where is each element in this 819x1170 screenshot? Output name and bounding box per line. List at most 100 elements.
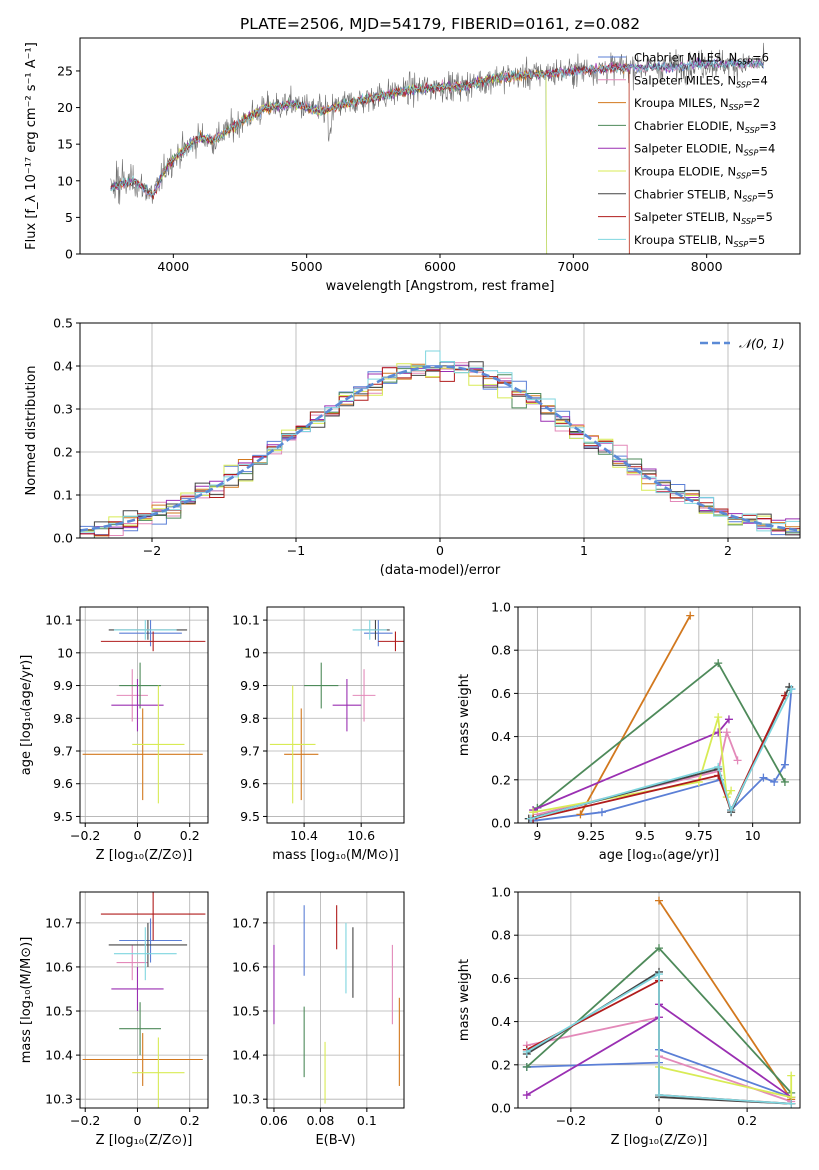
weight-point-8: [787, 685, 796, 694]
legend-model-name: Kroupa MILES: [634, 96, 713, 110]
y-tick-label: 9.9: [240, 678, 260, 693]
legend-nssp-eq: =: [758, 142, 768, 156]
x-axis-label: Z [log₁₀(Z/Z⊙)]: [96, 1133, 193, 1148]
model-spectrum-line-3: [110, 69, 548, 254]
legend-nssp-value: 5: [758, 233, 765, 247]
legend-label: Salpeter STELIB, NSSP=5: [634, 210, 773, 226]
legend-nssp-eq: =: [752, 51, 762, 65]
legend-nssp-prefix: , N: [713, 96, 729, 110]
y-axis-label: age [log₁₀(age/yr)]: [19, 655, 34, 776]
legend-nssp-prefix: , N: [720, 165, 736, 179]
legend-nssp-subscript: SSP: [737, 58, 752, 67]
y-tick-label: 10: [244, 645, 260, 660]
legend-nssp-eq: =: [756, 210, 766, 224]
legend-model-name: Kroupa ELODIE: [634, 165, 720, 179]
legend-nssp-eq: =: [757, 187, 767, 201]
weight-line-0: [532, 689, 793, 822]
legend-nssp-value: 3: [769, 119, 776, 133]
legend-nssp-prefix: , N: [726, 187, 742, 201]
y-tick-label: 9.8: [53, 711, 73, 726]
x-tick-label: −0.2: [70, 1113, 100, 1128]
y-tick-label: 0.2: [491, 772, 511, 787]
legend-model-name: Salpeter ELODIE: [634, 142, 728, 156]
x-axis-label: mass [log₁₀(M/M⊙)]: [272, 848, 399, 863]
weight-line-2: [658, 900, 792, 1100]
model-spectrum-line-7: [110, 62, 630, 254]
legend-label: Chabrier STELIB, NSSP=5: [634, 187, 774, 203]
x-tick-label: 0: [436, 543, 444, 558]
legend-nssp-prefix: , N: [728, 142, 744, 156]
weight-point-8: [655, 970, 663, 979]
legend-nssp-subscript: SSP: [741, 217, 756, 226]
legend-nssp-value: 5: [765, 210, 772, 224]
y-tick-label: 10.3: [232, 1092, 260, 1107]
axes-frame: [79, 606, 209, 824]
x-tick-label: 0: [655, 1113, 663, 1128]
age-vs-metallicity-panel: −0.2 0 0.2 9.5 9.6 9.7 9.8 9.9 10 10.1 Z [log₁₀(Z/…: [19, 606, 209, 863]
x-tick-label: 5000: [291, 259, 323, 274]
y-tick-label: 0.8: [491, 643, 511, 658]
weight-point-8: [526, 814, 535, 823]
y-tick-label: 10.7: [232, 915, 260, 930]
legend-nssp-subscript: SSP: [744, 149, 759, 158]
weight-point-4: [724, 715, 733, 724]
spectrum-lines: [110, 42, 765, 254]
x-tick-label: 8000: [691, 259, 723, 274]
y-tick-label: 0.2: [53, 445, 73, 460]
x-tick-label: −1: [287, 543, 305, 558]
legend-nssp-eq: =: [760, 119, 770, 133]
y-tick-label: 9.7: [240, 744, 260, 759]
x-axis-label: E(B-V): [315, 1133, 355, 1148]
x-tick-label: 1: [580, 543, 588, 558]
legend-nssp-subscript: SSP: [736, 172, 751, 181]
weight-point-8: [787, 1099, 796, 1108]
y-tick-label: 25: [57, 63, 73, 78]
weight-point-8: [522, 1047, 531, 1056]
axes-frame: [517, 606, 801, 824]
y-axis-label: mass [log₁₀(M/M⊙)]: [19, 937, 34, 1064]
legend-nssp-eq: =: [743, 96, 753, 110]
model-spectrum-line-2: [110, 63, 630, 254]
x-tick-label: 0.2: [737, 1113, 757, 1128]
x-axis-label: age [log₁₀(age/yr)]: [599, 848, 720, 863]
legend-nssp-value: 2: [753, 96, 760, 110]
weight-point-0: [597, 808, 606, 817]
x-tick-label: 9: [533, 828, 541, 843]
y-tick-label: 10.6: [45, 959, 73, 974]
legend-label: Kroupa MILES, NSSP=2: [634, 96, 760, 112]
y-tick-label: 10.1: [232, 613, 260, 628]
legend-nssp-eq: =: [748, 233, 758, 247]
x-axis-label: Z [log₁₀(Z/Z⊙)]: [611, 1133, 708, 1148]
x-tick-label: 0.2: [180, 1113, 200, 1128]
legend-nssp-eq: =: [751, 165, 761, 179]
y-tick-label: 0.6: [491, 686, 511, 701]
weight-point-8: [655, 1091, 663, 1100]
x-tick-label: 9.25: [577, 828, 605, 843]
y-tick-label: 1.0: [491, 600, 511, 615]
y-tick-label: 10.4: [45, 1048, 73, 1063]
legend-nssp-subscript: SSP: [734, 240, 749, 249]
mass-vs-ebv-panel: 0.06 0.08 0.1 10.3 10.4 10.5 10.6 10.7 E(B-V): [232, 891, 405, 1148]
y-tick-label: 9.5: [53, 809, 73, 824]
x-tick-label: 10.6: [347, 828, 375, 843]
x-tick-label: 10.4: [290, 828, 318, 843]
histogram-lines: [80, 350, 800, 538]
legend-nssp-subscript: SSP: [745, 126, 760, 135]
y-tick-label: 10.5: [45, 1004, 73, 1019]
weight-point-0: [770, 777, 779, 786]
weight-point-5: [787, 1071, 796, 1080]
x-tick-label: 0.2: [180, 828, 200, 843]
legend-nssp-value: 6: [762, 51, 769, 65]
x-axis-label: (data-model)/error: [380, 563, 501, 578]
legend-nssp-value: 4: [760, 73, 767, 87]
x-tick-label: 0.1: [357, 1113, 377, 1128]
x-tick-label: 7000: [557, 259, 589, 274]
legend-nssp-prefix: , N: [718, 233, 734, 247]
y-tick-label: 9.6: [240, 776, 260, 791]
x-axis-label: wavelength [Angstrom, rest frame]: [326, 279, 555, 294]
legend-model-name: Salpeter STELIB: [634, 210, 725, 224]
y-tick-label: 0.8: [491, 928, 511, 943]
y-tick-label: 0.4: [53, 359, 73, 374]
y-tick-label: 9.7: [53, 744, 73, 759]
